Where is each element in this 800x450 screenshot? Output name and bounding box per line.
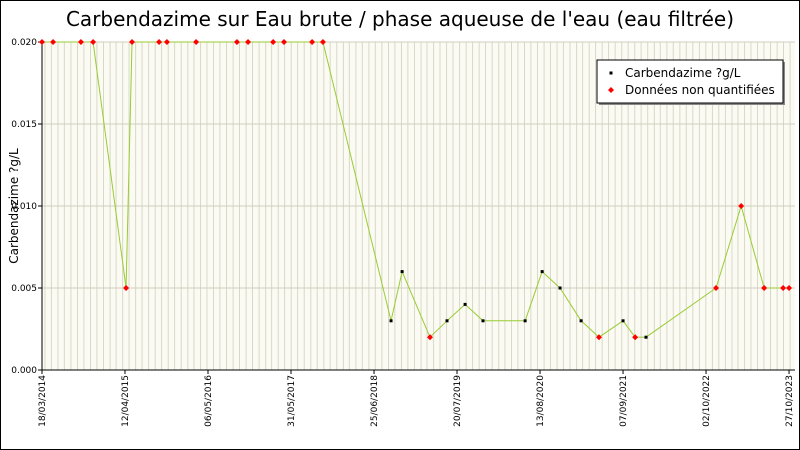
non-quantified-point	[713, 285, 720, 291]
non-quantified-point	[780, 285, 787, 291]
non-quantified-point	[270, 39, 277, 45]
x-tick-label: 13/08/2020	[536, 375, 546, 427]
x-tick-label: 02/10/2022	[702, 375, 712, 427]
y-tick-label: 0.000	[11, 366, 37, 376]
data-point	[558, 286, 562, 290]
data-point	[400, 270, 404, 274]
connector-line	[429, 320, 448, 338]
connector-line	[740, 205, 765, 289]
data-point	[481, 319, 485, 323]
x-tick-label: 25/06/2018	[370, 375, 380, 427]
connector-line	[559, 287, 582, 322]
x-tick-label: 31/05/2017	[287, 375, 297, 427]
chart-title: Carbendazime sur Eau brute / phase aqueu…	[66, 7, 734, 31]
connector-line	[390, 271, 403, 321]
legend-box	[596, 59, 784, 104]
x-tick-label: 20/07/2019	[453, 375, 463, 427]
non-quantified-point	[163, 39, 170, 45]
legend-label: Données non quantifiées	[625, 83, 775, 97]
connector-line	[322, 41, 392, 321]
legend-marker	[609, 71, 613, 75]
non-quantified-point	[129, 39, 136, 45]
non-quantified-point	[632, 334, 639, 341]
non-quantified-point	[90, 39, 97, 45]
y-tick-label: 0.010	[11, 202, 37, 212]
connector-line	[598, 320, 624, 338]
y-tick-label: 0.020	[11, 38, 37, 48]
non-quantified-point	[280, 39, 287, 45]
connector-line	[580, 320, 600, 338]
non-quantified-point	[245, 39, 252, 45]
x-tick-label: 07/09/2021	[619, 375, 629, 427]
data-point	[644, 335, 648, 339]
x-tick-label: 18/03/2014	[38, 375, 48, 427]
data-point	[389, 319, 393, 323]
non-quantified-point	[39, 39, 45, 45]
non-quantified-point	[233, 39, 240, 45]
x-tick-label: 12/04/2015	[121, 375, 131, 427]
non-quantified-point	[50, 39, 57, 45]
non-quantified-point	[738, 203, 745, 209]
connector-line	[125, 41, 133, 289]
data-point	[579, 319, 583, 323]
y-axis-label: Carbendazime ?g/L	[7, 148, 21, 264]
non-quantified-point	[426, 334, 433, 341]
non-quantified-point	[77, 39, 84, 45]
non-quantified-point	[761, 285, 768, 291]
data-point	[523, 319, 527, 323]
legend-label: Carbendazime ?g/L	[625, 66, 741, 80]
connector-line	[715, 205, 742, 289]
connector-line	[524, 271, 543, 321]
legend-marker	[608, 87, 614, 93]
non-quantified-point	[319, 39, 326, 45]
non-quantified-point	[595, 334, 602, 341]
connector-line	[622, 320, 636, 338]
y-tick-label: 0.005	[11, 284, 37, 294]
connector-line	[645, 287, 717, 338]
non-quantified-point	[193, 39, 200, 45]
data-point	[445, 319, 449, 323]
non-quantified-point	[123, 285, 130, 291]
data-point	[463, 302, 467, 306]
data-point	[621, 319, 625, 323]
non-quantified-point	[156, 39, 163, 45]
y-tick-label: 0.015	[11, 120, 37, 130]
connector-line	[92, 41, 127, 289]
x-tick-label: 27/10/2023	[785, 375, 795, 427]
non-quantified-point	[786, 285, 793, 291]
x-tick-label: 06/05/2016	[204, 375, 214, 427]
connector-line	[541, 271, 561, 289]
connector-line	[401, 271, 431, 338]
data-point	[540, 270, 544, 274]
connector-line	[446, 304, 466, 322]
connector-line	[464, 304, 484, 322]
non-quantified-point	[309, 39, 316, 45]
